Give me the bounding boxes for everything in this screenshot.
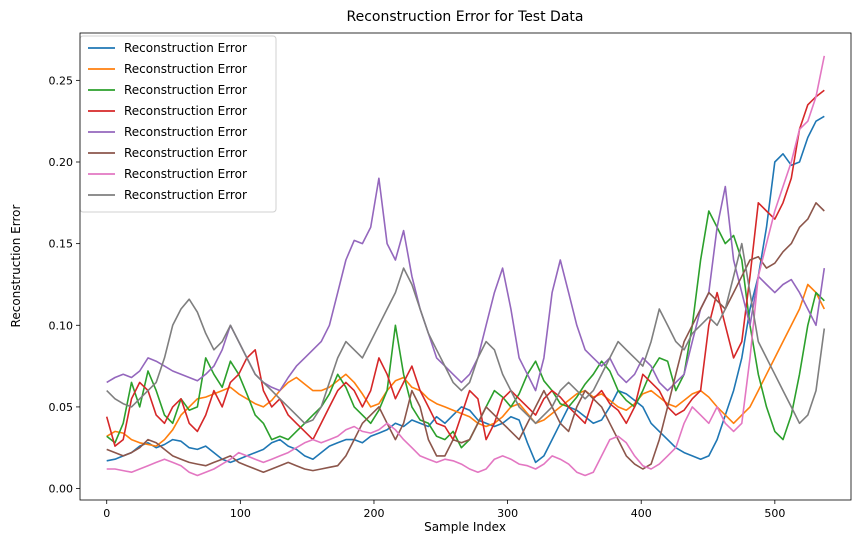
series-line-4: [105, 89, 825, 447]
series-line-7: [106, 55, 826, 477]
y-tick-label: 0.20: [49, 156, 74, 169]
y-axis-label: Reconstruction Error: [9, 205, 23, 328]
y-tick-label: 0.10: [49, 319, 74, 332]
x-tick-label: 0: [103, 507, 110, 520]
y-tick-label: 0.05: [49, 401, 74, 414]
x-tick-label: 100: [230, 507, 251, 520]
legend-label: Reconstruction Error: [124, 104, 247, 118]
legend-label: Reconstruction Error: [124, 83, 247, 97]
y-tick-label: 0.00: [49, 483, 74, 496]
chart-title: Reconstruction Error for Test Data: [347, 9, 584, 25]
series-line-8: [106, 242, 826, 425]
x-tick-label: 400: [631, 507, 652, 520]
legend-label: Reconstruction Error: [124, 167, 247, 181]
legend-label: Reconstruction Error: [124, 146, 247, 160]
series-line-2: [106, 283, 826, 447]
x-tick-label: 200: [363, 507, 384, 520]
series-line-3: [106, 210, 825, 449]
series-line-6: [106, 202, 825, 474]
legend-label: Reconstruction Error: [124, 188, 247, 202]
legend: Reconstruction Error Reconstruction Error…: [79, 35, 277, 213]
x-tick-label: 300: [497, 507, 518, 520]
x-tick-label: 500: [764, 507, 785, 520]
legend-label: Reconstruction Error: [124, 125, 247, 139]
plot-frame: [79, 32, 852, 501]
plot-area: 0 100 200 300 400 500 0.00 0.05 0.10 0.15 0.20 0.25: [49, 55, 826, 520]
x-axis-label: Sample Index: [424, 520, 506, 534]
legend-label: Reconstruction Error: [124, 62, 247, 76]
legend-label: Reconstruction Error: [124, 41, 247, 55]
y-tick-label: 0.15: [49, 238, 74, 251]
y-tick-label: 0.25: [49, 74, 74, 87]
